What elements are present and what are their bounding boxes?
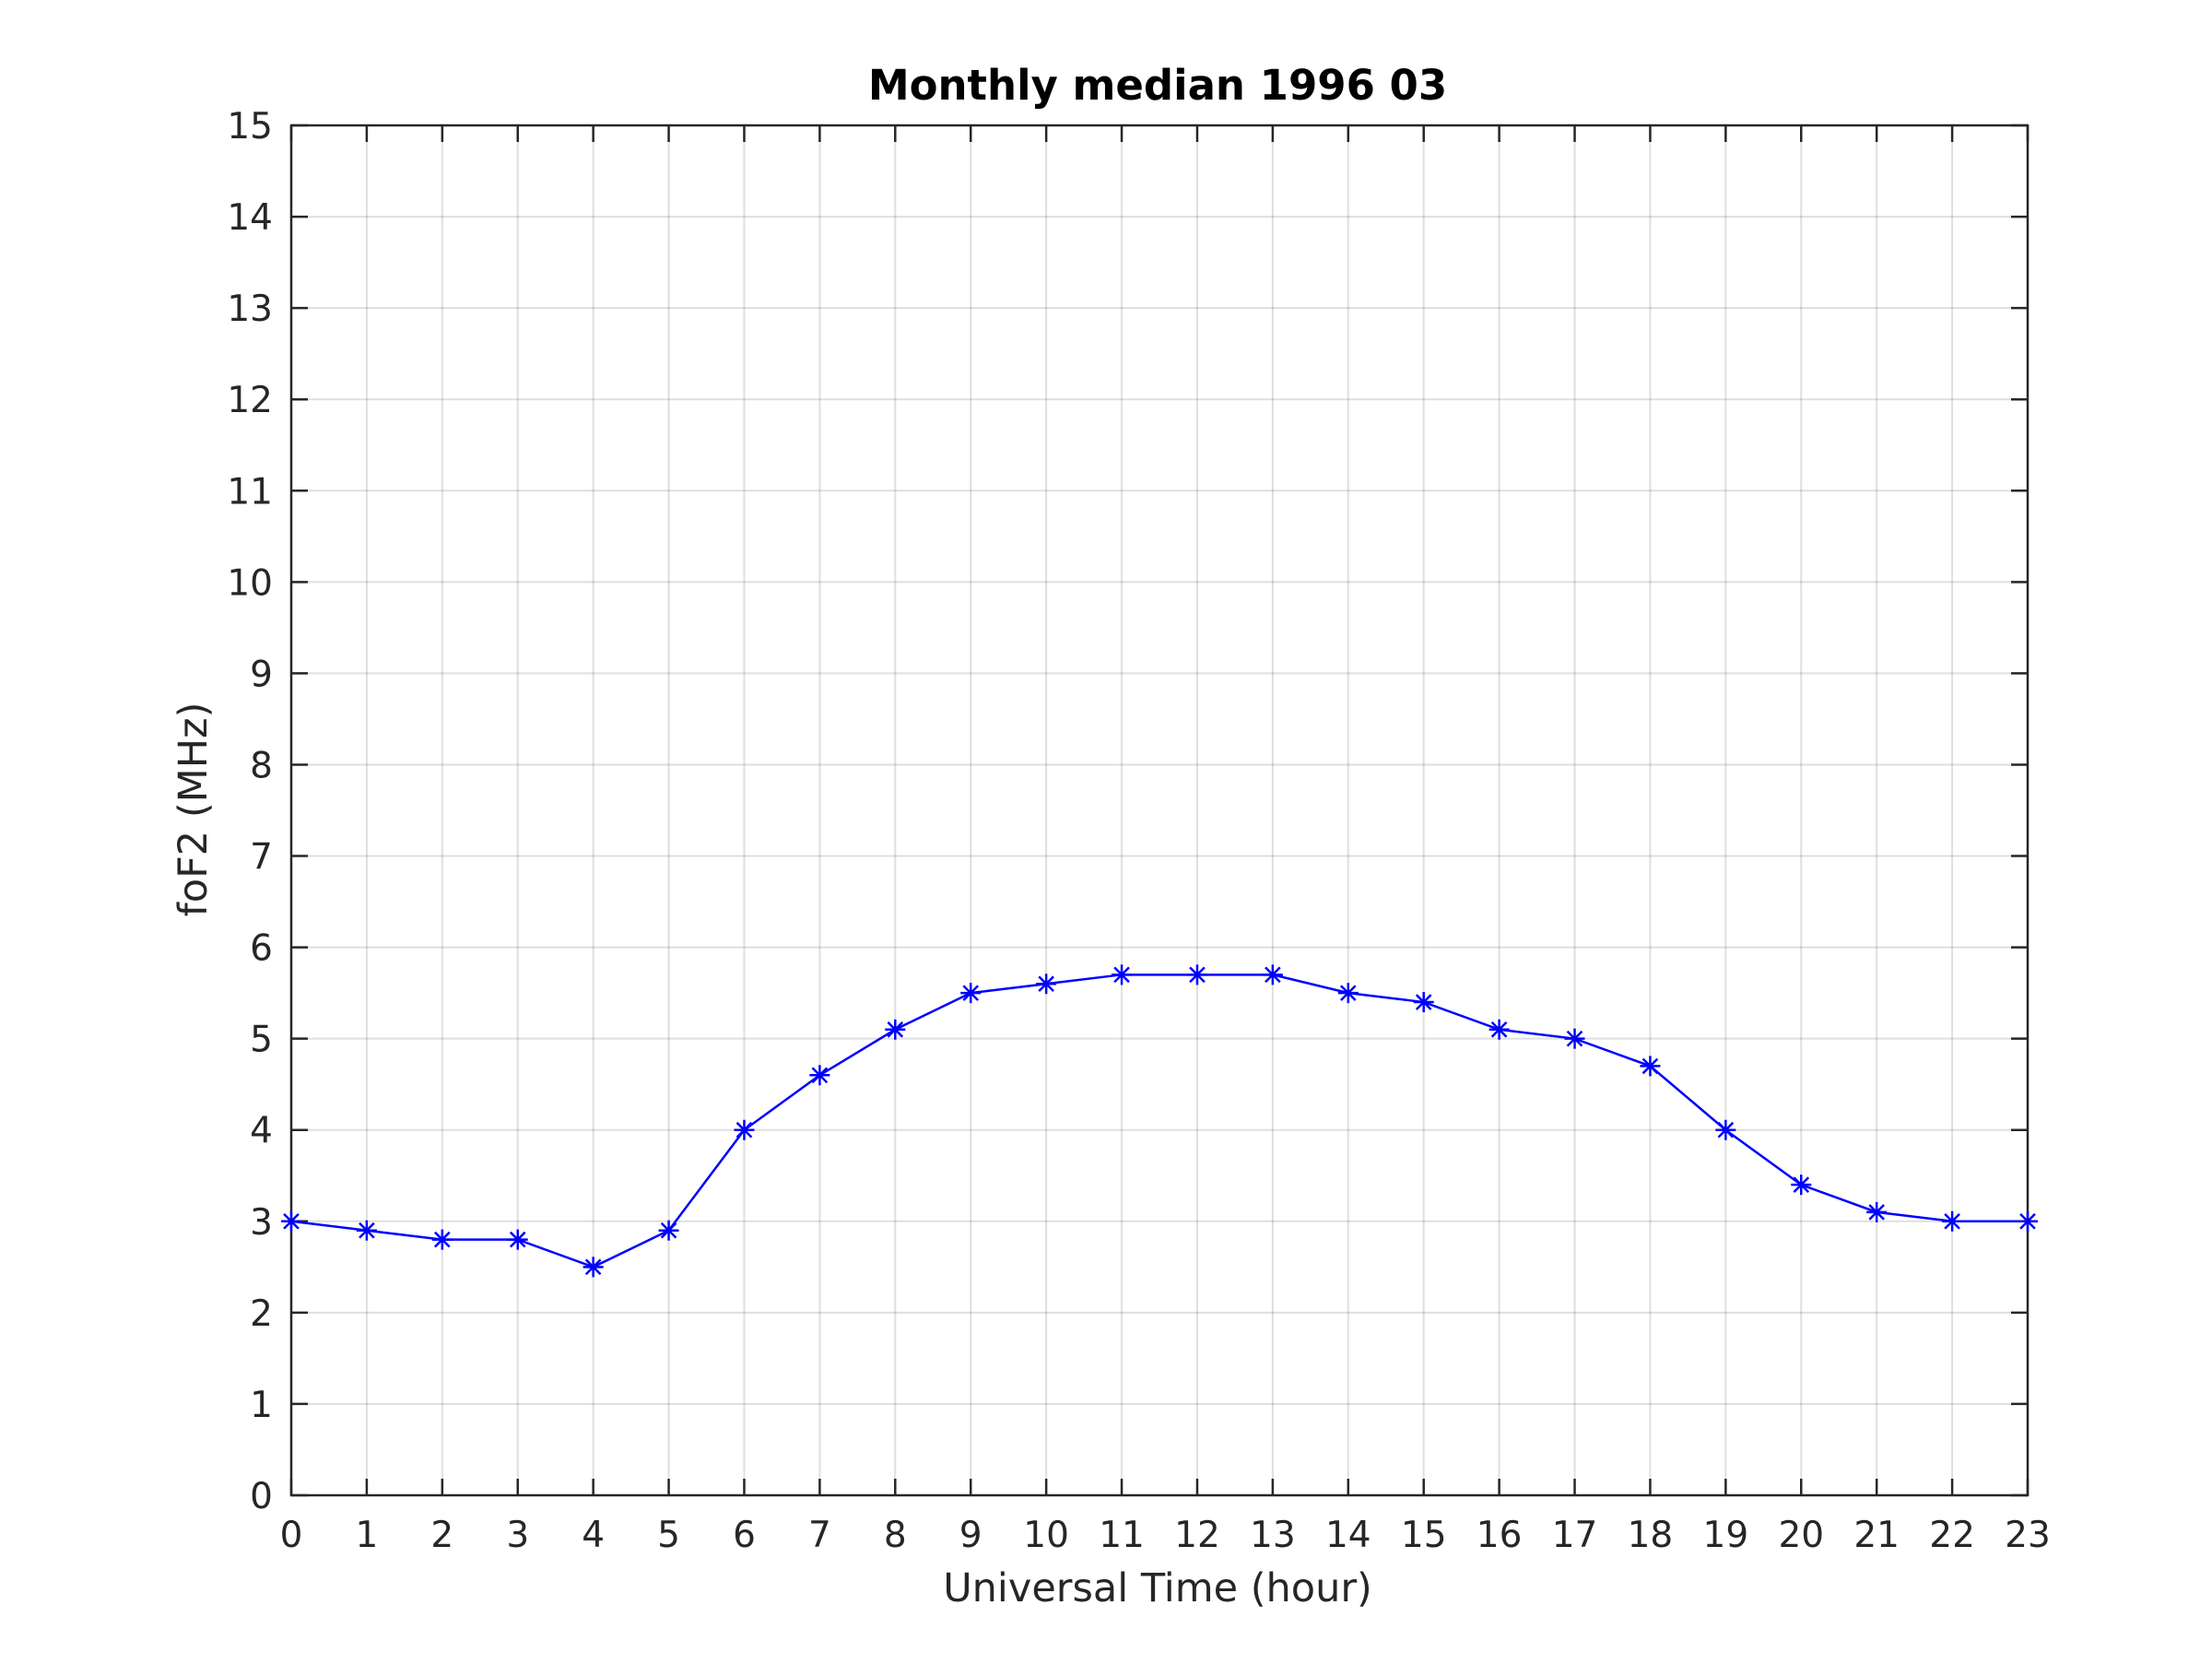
data-point-marker	[431, 1229, 453, 1250]
y-tick-label: 0	[250, 1476, 273, 1517]
x-tick-label: 4	[582, 1515, 605, 1556]
x-tick-label: 10	[1023, 1515, 1069, 1556]
data-point-marker	[1488, 1019, 1510, 1040]
x-tick-label: 16	[1477, 1515, 1523, 1556]
x-tick-label: 20	[1778, 1515, 1824, 1556]
y-tick-label: 10	[227, 562, 273, 604]
data-point-marker	[1640, 1056, 1661, 1077]
x-tick-label: 6	[733, 1515, 756, 1556]
y-tick-label: 2	[250, 1293, 273, 1335]
y-tick-label: 12	[227, 380, 273, 421]
x-tick-label: 15	[1401, 1515, 1447, 1556]
data-point-marker	[1337, 983, 1359, 1004]
x-tick-label: 17	[1552, 1515, 1598, 1556]
y-tick-label: 4	[250, 1111, 273, 1152]
y-tick-label: 5	[250, 1020, 273, 1061]
x-tick-label: 19	[1703, 1515, 1749, 1556]
x-tick-label: 14	[1325, 1515, 1371, 1556]
series-layer	[281, 964, 2038, 1278]
data-point-marker	[809, 1065, 830, 1086]
y-tick-label: 8	[250, 745, 273, 786]
axes-box	[289, 124, 2030, 1497]
chart-title: Monthly median 1996 03	[868, 61, 1447, 110]
data-point-marker	[1036, 974, 1057, 995]
x-tick-label: 22	[1929, 1515, 1975, 1556]
x-tick-label: 1	[355, 1515, 378, 1556]
x-tick-label: 8	[884, 1515, 907, 1556]
x-tick-label: 11	[1099, 1515, 1145, 1556]
data-point-marker	[2018, 1210, 2038, 1232]
data-point-marker	[1942, 1210, 1963, 1232]
y-tick-label: 3	[250, 1202, 273, 1244]
x-tick-label: 2	[430, 1515, 453, 1556]
data-point-marker	[960, 983, 982, 1004]
x-tick-label: 9	[959, 1515, 982, 1556]
x-tick-label: 3	[506, 1515, 529, 1556]
x-tick-label: 13	[1250, 1515, 1296, 1556]
data-point-marker	[281, 1210, 301, 1232]
x-tick-label: 12	[1174, 1515, 1220, 1556]
series-line	[290, 974, 2028, 1269]
y-tick-label: 1	[250, 1385, 273, 1426]
data-point-marker	[885, 1019, 906, 1040]
y-tick-label: 13	[227, 289, 273, 330]
x-tick-label: 7	[808, 1515, 831, 1556]
y-tick-label: 15	[227, 106, 273, 148]
data-point-marker	[1791, 1174, 1812, 1196]
x-tick-label: 5	[657, 1515, 680, 1556]
y-tick-label: 11	[227, 471, 273, 513]
data-point-marker	[1262, 964, 1283, 985]
data-point-marker	[1715, 1119, 1736, 1140]
y-tick-label: 14	[227, 197, 273, 239]
y-tick-label: 7	[250, 837, 273, 879]
x-axis-label: Universal Time (hour)	[943, 1565, 1372, 1611]
data-point-marker	[1186, 964, 1207, 985]
x-tick-label: 18	[1628, 1515, 1674, 1556]
data-point-marker	[1112, 964, 1133, 985]
data-point-marker	[734, 1119, 755, 1140]
data-point-marker	[658, 1220, 679, 1241]
data-point-marker	[1866, 1201, 1888, 1222]
x-tick-label: 23	[2005, 1515, 2051, 1556]
data-point-marker	[1413, 992, 1434, 1013]
x-tick-label: 21	[1853, 1515, 1900, 1556]
y-axis-label: foF2 (MHz)	[171, 702, 217, 917]
data-point-marker	[507, 1229, 528, 1250]
labels: Monthly median 1996 03 Universal Time (h…	[171, 61, 1447, 1611]
data-point-marker	[356, 1220, 377, 1241]
x-tick-label: 0	[280, 1515, 303, 1556]
y-tick-label: 6	[250, 928, 273, 970]
data-point-marker	[1564, 1028, 1585, 1049]
y-tick-label: 9	[250, 654, 273, 695]
data-point-marker	[582, 1257, 604, 1278]
